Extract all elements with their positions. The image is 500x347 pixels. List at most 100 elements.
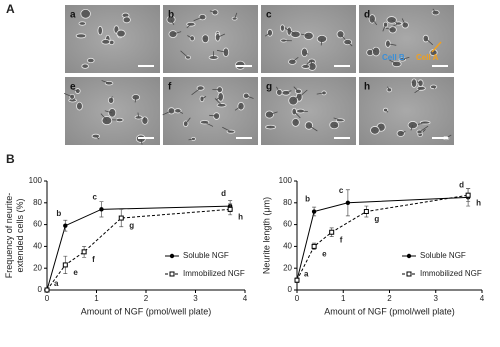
legend-marker: [406, 253, 412, 259]
x-tick-label: 1: [341, 294, 346, 303]
annotation: Cell A: [416, 53, 439, 62]
marker: [81, 249, 87, 255]
x-tick-label: 3: [193, 294, 198, 303]
marker: [294, 277, 300, 283]
cell: [201, 34, 210, 44]
y-axis-label: Neurite length (μm): [261, 197, 271, 274]
neurite: [300, 33, 309, 37]
neurite: [191, 87, 201, 96]
neurite: [193, 16, 203, 22]
neurite: [214, 98, 222, 106]
y-axis-label: Frequency of neurite-: [4, 193, 14, 279]
cell: [78, 21, 87, 26]
neurite: [385, 109, 389, 113]
neurite: [340, 34, 347, 41]
y-tick-label: 40: [283, 242, 292, 251]
image-label: c: [266, 10, 272, 21]
neurite: [298, 89, 308, 98]
micrograph: [359, 77, 454, 145]
neurite: [387, 43, 397, 46]
neurite: [334, 124, 338, 127]
neurite: [186, 23, 192, 29]
cell: [108, 108, 117, 118]
neurite: [433, 86, 436, 90]
neurite: [320, 38, 323, 46]
neurite: [234, 12, 238, 19]
y-tick-label: 100: [279, 176, 293, 185]
legend-label: Soluble NGF: [183, 251, 229, 260]
neurite: [180, 50, 189, 58]
series-line: [46, 208, 231, 291]
neurite: [264, 32, 271, 37]
neurite: [417, 122, 426, 125]
cell: [122, 16, 131, 24]
y-tick-label: 20: [33, 263, 42, 272]
neurite: [204, 121, 214, 127]
marker: [465, 192, 471, 198]
cell: [291, 118, 300, 127]
neurite: [295, 119, 298, 123]
neurite: [287, 29, 296, 35]
neurite: [104, 110, 113, 114]
legend-marker: [169, 271, 175, 277]
y-axis-label: extended cells (%): [15, 198, 25, 272]
neurite: [281, 26, 283, 29]
marker: [44, 287, 50, 293]
x-axis-label: Amount of NGF (pmol/well plate): [81, 306, 212, 316]
marker: [329, 229, 335, 235]
x-tick-label: 2: [144, 294, 149, 303]
neurite: [371, 18, 378, 26]
neurite: [389, 59, 397, 65]
x-tick-label: 4: [480, 294, 485, 303]
legend-label: Immobilized NGF: [183, 269, 245, 278]
neurite: [292, 96, 299, 101]
neurite: [305, 61, 310, 67]
panel-label: A: [6, 2, 15, 16]
neurite: [187, 35, 193, 39]
point-label: f: [340, 235, 343, 244]
neurite: [170, 19, 175, 26]
neurite: [401, 18, 406, 26]
cell: [386, 87, 393, 93]
marker: [311, 209, 317, 214]
neurite: [269, 126, 271, 128]
point-label: b: [305, 195, 310, 204]
neurite: [100, 113, 108, 121]
marker: [345, 200, 351, 205]
neurite: [246, 95, 254, 99]
neurite: [70, 88, 78, 92]
cell: [80, 8, 91, 19]
neurite: [222, 126, 232, 133]
annotation: Cell B: [382, 53, 405, 62]
neurite: [63, 92, 73, 98]
point-label: d: [221, 189, 226, 198]
micrograph: [261, 77, 356, 145]
image-label: f: [168, 82, 172, 93]
neurite: [425, 38, 434, 46]
image-label: g: [266, 82, 272, 93]
neurite: [140, 138, 143, 145]
point-label: a: [54, 279, 59, 288]
neurite: [143, 117, 146, 121]
point-label: f: [92, 255, 95, 264]
marker: [311, 243, 317, 249]
cell: [101, 39, 111, 45]
panel-label: B: [6, 152, 15, 166]
neurite: [293, 86, 299, 92]
neurite: [410, 124, 414, 131]
x-tick-label: 0: [45, 294, 50, 303]
image-label: d: [364, 10, 370, 21]
neurite: [162, 110, 172, 116]
neurite: [310, 60, 313, 67]
neurite: [177, 110, 184, 114]
y-tick-label: 40: [33, 242, 42, 251]
point-label: c: [339, 186, 344, 195]
x-tick-label: 3: [434, 294, 439, 303]
neurite: [316, 92, 325, 95]
point-label: a: [304, 269, 309, 278]
image-label: a: [70, 10, 76, 21]
neurite: [215, 96, 221, 101]
y-tick-label: 20: [283, 263, 292, 272]
image-label: b: [168, 10, 174, 21]
